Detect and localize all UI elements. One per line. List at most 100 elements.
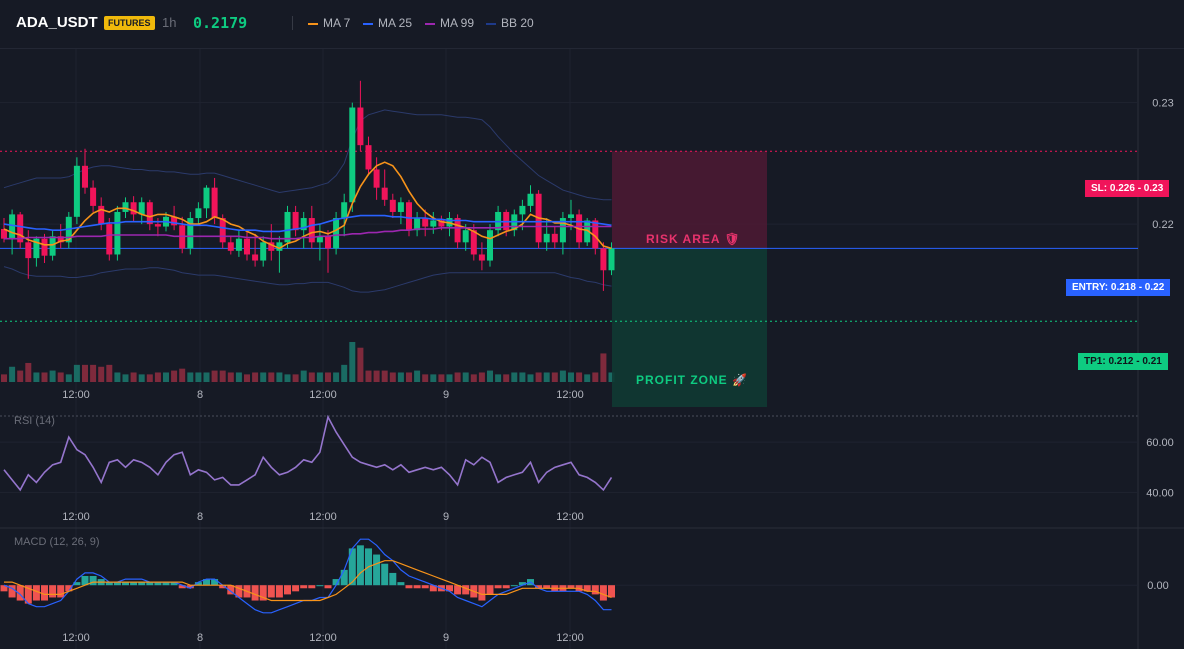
volume-bar [357,347,364,382]
volume-bar [114,372,121,382]
macd-histogram-bar [389,572,397,586]
macd-histogram-bar [292,585,300,592]
volume-bar [422,374,429,382]
legend-ma7[interactable]: MA 7 [308,16,350,30]
macd-histogram-bar [381,563,389,586]
macd-histogram-bar [81,576,89,586]
legend-bb20-label: BB 20 [501,16,534,30]
macd-histogram-bar [170,582,178,586]
volume-bar [543,372,550,382]
candle-body [608,248,615,271]
macd-histogram-bar [130,582,138,586]
macd-title: MACD (12, 26, 9) [14,536,100,548]
volume-bar [446,374,453,382]
volume-bar [211,370,218,382]
volume-bar [349,342,356,382]
futures-badge: FUTURES [104,16,155,30]
macd-histogram-bar [543,585,551,589]
candle-body [462,230,469,243]
candle-body [543,233,550,243]
candle-body [381,187,388,200]
volume-bar [65,374,72,382]
volume-bar [244,374,250,382]
profit-zone-area [612,248,767,407]
volume-bar [276,372,283,382]
candle-body [122,202,129,212]
volume-bar [98,366,105,382]
macd-histogram-bar [186,585,194,589]
candle-body [73,165,80,217]
volume-bar [584,374,591,382]
volume-bar [268,372,275,382]
bb-lower-line [3,266,612,293]
candle-body [373,169,380,188]
candle-body [276,242,283,251]
symbol-label[interactable]: ADA_USDT [16,14,98,31]
macd-histogram-bar [251,585,259,601]
legend-bb20[interactable]: BB 20 [486,16,534,30]
macd-histogram-bar [235,585,243,598]
volume-bar [187,372,194,382]
volume-bar [82,364,88,382]
candle-body [308,218,315,243]
macd-histogram-bar [478,585,486,601]
macd-histogram-bar [32,585,40,601]
ma25-line [3,214,612,233]
volume-bar [389,372,396,382]
volume-bar [600,353,607,382]
macd-histogram-bar [356,545,364,586]
volume-bar [106,364,113,382]
candle-body [519,205,526,215]
volume-bar [122,374,129,382]
volume-bar [568,372,574,382]
time-tick-label: 8 [197,389,203,401]
macd-histogram-bar [219,585,227,589]
macd-histogram-bar [227,585,235,595]
volume-bar [260,372,267,382]
rsi-tick-label: 60.00 [1146,437,1174,449]
legend-ma99[interactable]: MA 99 [425,16,474,30]
volume-bar [470,374,477,382]
volume-bar [130,372,137,382]
volume-bar [519,372,526,382]
volume-bar [503,374,510,382]
candle-body [487,230,493,261]
volume-bar [527,374,534,382]
take-profit-tag: TP1: 0.212 - 0.21 [1078,353,1168,370]
macd-histogram-bar [105,582,113,586]
entry-tag: ENTRY: 0.218 - 0.22 [1066,279,1171,296]
volume-bar [57,372,64,382]
macd-histogram-bar [73,582,81,586]
candle-body [559,218,566,243]
time-tick-label: 12:00 [556,389,584,401]
volume-bar [576,372,583,382]
macd-histogram-bar [567,585,575,589]
macd-tick-label: 0.00 [1147,580,1168,592]
profit-zone-label: PROFIT ZONE 🚀 [636,373,748,387]
volume-bar [227,372,234,382]
legend-ma25[interactable]: MA 25 [363,16,412,30]
macd-histogram-bar [429,585,437,592]
time-tick-label: 12:00 [309,389,337,401]
macd-histogram-bar [194,582,202,586]
volume-bar [430,374,437,382]
candle-body [187,218,194,249]
timeframe-label[interactable]: 1h [162,15,177,30]
volume-bar [381,370,388,382]
volume-bar [487,370,493,382]
volume-bar [559,370,566,382]
macd-histogram-bar [599,585,607,601]
price-tick-label: 0.22 [1152,219,1173,231]
volume-bar [478,372,485,382]
candle-body [325,236,331,249]
candle-body [17,214,24,243]
macd-histogram-bar [154,582,162,586]
macd-histogram-bar [211,579,219,586]
macd-histogram-bar [373,554,381,586]
candle-body [25,242,32,259]
candle-body [333,218,340,249]
candle-body [527,193,534,206]
volume-bar [341,364,348,382]
macd-histogram-bar [348,548,356,586]
